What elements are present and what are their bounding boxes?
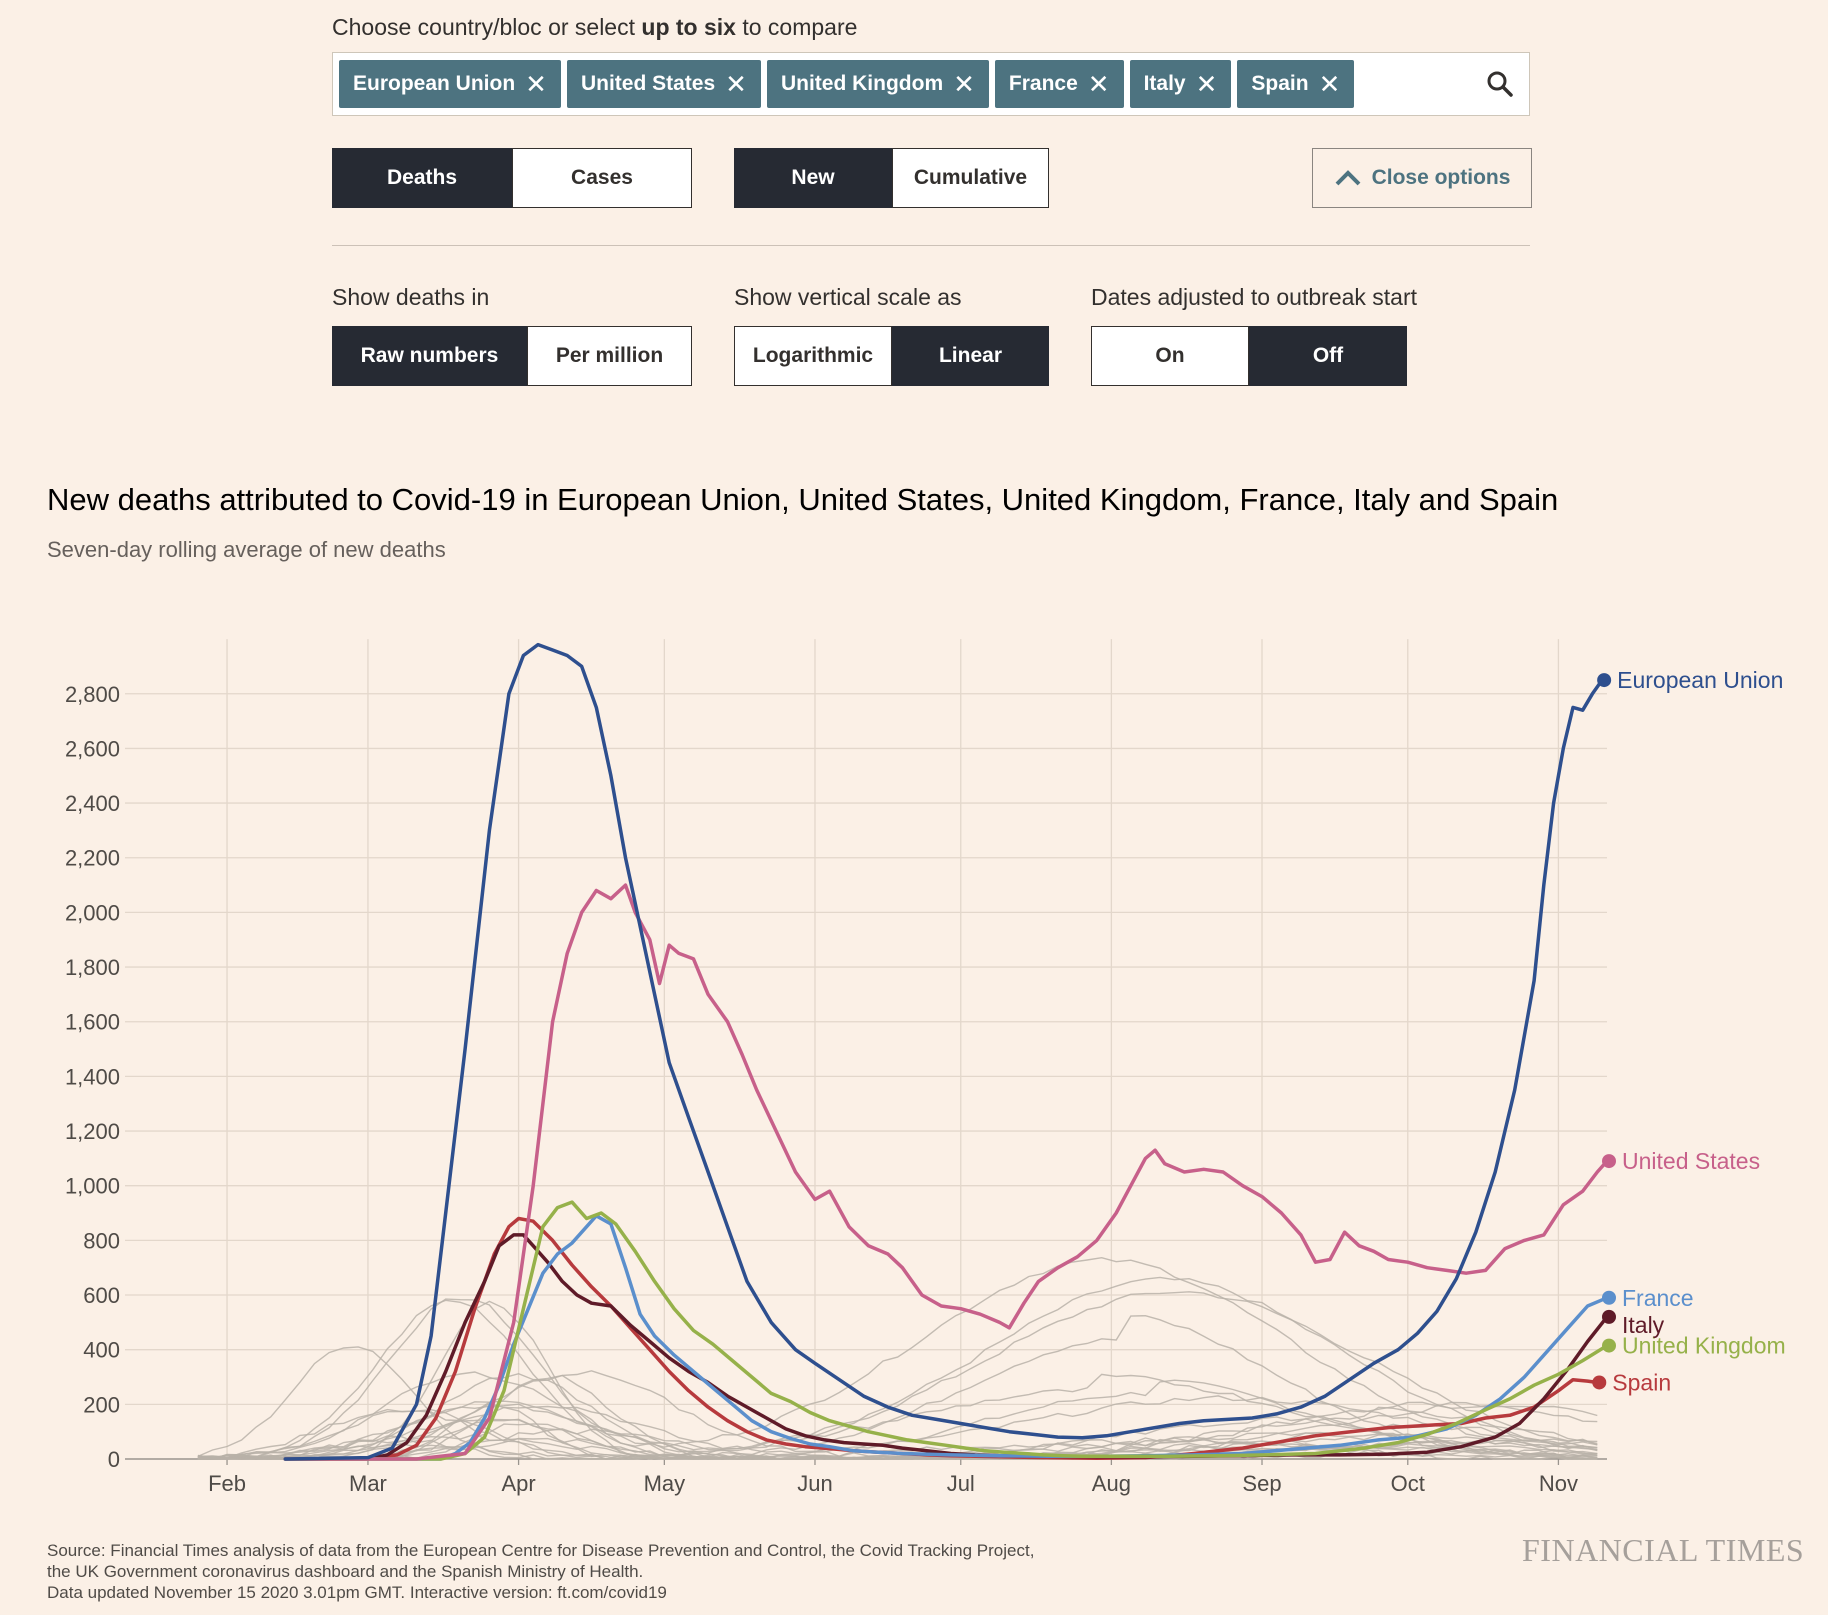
- scale-label: Show vertical scale as: [734, 284, 962, 310]
- series-end-dot-france: [1602, 1290, 1616, 1305]
- remove-tag-icon[interactable]: ✕: [953, 69, 975, 99]
- series-end-dot-european-union: [1597, 673, 1612, 688]
- remove-tag-icon[interactable]: ✕: [525, 69, 547, 99]
- x-tick-label: Oct: [1391, 1471, 1425, 1496]
- new-button[interactable]: New: [734, 148, 892, 208]
- remove-tag-icon[interactable]: ✕: [1087, 69, 1110, 99]
- selector-prompt: Choose country/bloc or select up to six …: [332, 14, 858, 40]
- series-label-spain: Spain: [1612, 1369, 1671, 1395]
- x-tick-label: May: [644, 1471, 686, 1496]
- y-tick-label: 1,000: [65, 1174, 120, 1199]
- deaths-button[interactable]: Deaths: [332, 148, 512, 208]
- x-tick-label: Feb: [208, 1471, 246, 1496]
- series-end-dot-united-states: [1602, 1154, 1616, 1169]
- y-tick-label: 200: [83, 1392, 120, 1417]
- financial-times-logo: FINANCIAL TIMES: [1522, 1532, 1805, 1568]
- country-search-box[interactable]: European Union ✕ United States ✕ United Ki…: [332, 52, 1530, 116]
- close-options-button[interactable]: Close options: [1312, 148, 1532, 208]
- y-tick-label: 1,400: [65, 1064, 120, 1089]
- x-tick-label: Jul: [947, 1471, 975, 1496]
- metric-toggle: Deaths Cases: [332, 148, 692, 208]
- adjust-toggle: On Off: [1091, 326, 1407, 386]
- per-million-button[interactable]: Per million: [527, 326, 692, 386]
- series-label-united-kingdom: United Kingdom: [1622, 1333, 1786, 1359]
- logarithmic-button[interactable]: Logarithmic: [734, 326, 892, 386]
- series-label-united-states: United States: [1622, 1148, 1760, 1174]
- series-line-italy: [283, 1233, 1609, 1461]
- y-tick-label: 2,200: [65, 846, 120, 871]
- series-line-united-kingdom: [283, 1200, 1609, 1461]
- x-tick-label: Jun: [797, 1471, 832, 1496]
- series-line-united-states: [283, 883, 1609, 1461]
- background-country-line: [197, 1300, 1598, 1460]
- background-country-line: [197, 1256, 1598, 1460]
- on-button[interactable]: On: [1091, 326, 1249, 386]
- units-toggle: Raw numbers Per million: [332, 326, 692, 386]
- background-country-line: [197, 1291, 1598, 1460]
- chart-title: New deaths attributed to Covid-19 in Eur…: [47, 482, 1559, 517]
- cumulative-button[interactable]: Cumulative: [892, 148, 1049, 208]
- y-tick-label: 1,600: [65, 1010, 120, 1035]
- y-tick-label: 2,400: [65, 791, 120, 816]
- scale-toggle: Logarithmic Linear: [734, 326, 1049, 386]
- line-chart: 0 200 400 600 800 1,000 1,200 1,400 1,600 1,800 2,…: [65, 639, 1786, 1496]
- background-country-line: [197, 1406, 1598, 1460]
- adjust-label: Dates adjusted to outbreak start: [1091, 284, 1418, 310]
- y-tick-label: 2,000: [65, 900, 120, 925]
- y-tick-label: 1,800: [65, 955, 120, 980]
- units-label: Show deaths in: [332, 284, 490, 310]
- y-tick-label: 1,200: [65, 1119, 120, 1144]
- x-tick-label: Sep: [1242, 1471, 1281, 1496]
- x-tick-label: Apr: [501, 1471, 535, 1496]
- series-end-dot-spain: [1592, 1375, 1607, 1390]
- background-country-lines: [197, 1256, 1598, 1460]
- y-tick-label: 600: [83, 1283, 120, 1308]
- cases-button[interactable]: Cases: [512, 148, 692, 208]
- series-label-european-union: European Union: [1617, 667, 1783, 693]
- mode-toggle: New Cumulative: [734, 148, 1049, 208]
- background-country-line: [197, 1276, 1598, 1460]
- series-end-dot-united-kingdom: [1602, 1338, 1616, 1353]
- series-end-dot-italy: [1602, 1309, 1616, 1324]
- remove-tag-icon[interactable]: ✕: [1318, 69, 1341, 99]
- x-tick-label: Nov: [1539, 1471, 1578, 1496]
- source-note: Source: Financial Times analysis of data…: [47, 1541, 1035, 1602]
- chevron-up-icon: [1335, 170, 1360, 186]
- y-tick-label: 0: [108, 1447, 120, 1472]
- tag-france: France ✕: [994, 60, 1124, 108]
- x-tick-label: Mar: [349, 1471, 387, 1496]
- y-tick-label: 2,600: [65, 736, 120, 761]
- chart-subtitle: Seven-day rolling average of new deaths: [47, 537, 446, 562]
- y-tick-label: 2,800: [65, 682, 120, 707]
- series-label-france: France: [1622, 1285, 1694, 1311]
- search-icon[interactable]: [1485, 69, 1515, 99]
- off-button[interactable]: Off: [1249, 326, 1407, 386]
- y-tick-label: 400: [83, 1338, 120, 1363]
- x-tick-label: Aug: [1092, 1471, 1131, 1496]
- tag-spain: Spain ✕: [1237, 60, 1355, 108]
- tag-united-kingdom: United Kingdom ✕: [766, 60, 989, 108]
- series-line-european-union: [283, 642, 1604, 1461]
- tag-italy: Italy ✕: [1129, 60, 1232, 108]
- background-country-line: [197, 1395, 1598, 1460]
- remove-tag-icon[interactable]: ✕: [1195, 69, 1218, 99]
- divider: [332, 245, 1530, 246]
- y-tick-label: 800: [83, 1228, 120, 1253]
- remove-tag-icon[interactable]: ✕: [725, 69, 747, 99]
- tag-european-union: European Union ✕: [339, 60, 561, 108]
- raw-numbers-button[interactable]: Raw numbers: [332, 326, 527, 386]
- linear-button[interactable]: Linear: [892, 326, 1049, 386]
- tag-united-states: United States ✕: [566, 60, 761, 108]
- series-label-italy: Italy: [1622, 1312, 1665, 1338]
